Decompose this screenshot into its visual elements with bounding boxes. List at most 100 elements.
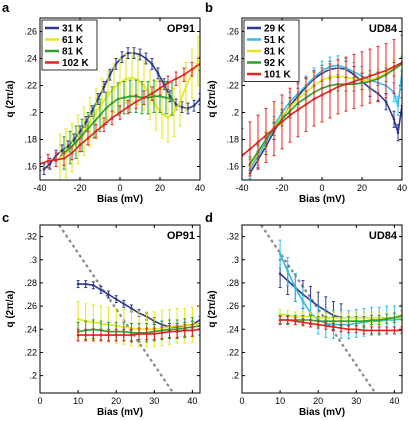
x-tick-label: 40 [389, 396, 399, 406]
data-point [191, 329, 194, 332]
data-point [278, 318, 282, 322]
legend-label: 51 K [264, 35, 286, 46]
data-point [392, 117, 396, 121]
data-point [99, 333, 103, 337]
x-tick-label: 30 [351, 396, 361, 406]
data-point [384, 100, 388, 103]
data-point [174, 103, 178, 106]
data-point [124, 77, 128, 81]
sample-label: UD84 [369, 23, 398, 35]
data-point [100, 101, 104, 105]
data-point [102, 123, 106, 126]
y-tick-label: .22 [24, 81, 37, 91]
panel-b: -40 -20 0 20 40 .16 .18 .2 .22 .24 .26 Bias (mV) q (… [205, 0, 407, 205]
data-point [324, 324, 328, 328]
panel-letter: a [2, 0, 10, 15]
series-5 [242, 35, 402, 180]
sample-label: OP91 [167, 23, 195, 35]
data-point [174, 77, 178, 81]
data-point [92, 120, 96, 124]
y-tick-label: .26 [24, 27, 37, 37]
data-point [152, 332, 156, 336]
data-point [296, 108, 300, 112]
data-point [294, 286, 297, 289]
data-point [96, 97, 100, 101]
y-tick-label: .16 [24, 162, 37, 172]
panel-letter: b [205, 0, 213, 15]
y-tick-label: .2 [231, 371, 239, 381]
data-layer [260, 225, 402, 393]
data-point [78, 130, 82, 133]
y-tick-label: .3 [231, 255, 239, 265]
plot-frame [39, 17, 201, 181]
data-point [316, 323, 320, 326]
data-point [120, 55, 124, 59]
data-point [272, 127, 276, 130]
data-point [178, 100, 182, 103]
y-tick-label: .2 [29, 108, 37, 118]
x-tick-label: 30 [149, 396, 159, 406]
data-point [70, 151, 74, 155]
data-point [175, 330, 179, 333]
data-point [68, 146, 72, 149]
data-point [156, 72, 160, 75]
data-point [377, 329, 381, 332]
legend-label: 81 K [62, 47, 84, 58]
y-tick-label: .2 [29, 371, 37, 381]
y-tick-label: .28 [24, 278, 37, 288]
data-point [301, 300, 305, 303]
data-point [136, 78, 140, 82]
x-axis-label: Bias (mV) [97, 407, 143, 418]
y-tick-label: .18 [226, 135, 239, 145]
data-point [108, 73, 112, 76]
data-point [128, 95, 132, 98]
data-point [130, 307, 133, 310]
legend-label: 92 K [264, 58, 286, 69]
data-point [74, 140, 78, 144]
data-point [354, 319, 358, 323]
data-point [99, 288, 103, 292]
y-tick-label: .26 [226, 301, 239, 311]
data-point [183, 329, 187, 332]
x-tick-label: 20 [111, 396, 121, 406]
data-point [130, 333, 133, 337]
panel-a: -40 -20 0 20 40 .16 .18 .2 .22 .24 .26 Bias (mV) q (… [2, 0, 205, 205]
y-tick-label: .32 [226, 232, 239, 242]
data-point [98, 113, 102, 117]
data-point [107, 293, 110, 296]
data-point [288, 113, 292, 117]
data-point [286, 318, 290, 322]
data-point [132, 51, 136, 55]
series-4 [40, 56, 200, 172]
y-tick-label: .24 [24, 54, 37, 64]
data-point [114, 297, 118, 301]
data-point [362, 329, 366, 332]
data-point [182, 73, 186, 76]
y-tick-label: .32 [24, 232, 37, 242]
data-point [104, 107, 108, 110]
sample-label: OP91 [167, 230, 195, 242]
y-axis-label: q (2π/a) [207, 80, 218, 117]
data-point [320, 93, 324, 97]
data-point [368, 74, 372, 78]
data-point [76, 282, 80, 286]
x-axis-label: Bias (mV) [299, 194, 345, 205]
data-point [90, 109, 94, 113]
data-point [60, 149, 64, 152]
y-axis-label: q (2π/a) [5, 80, 16, 117]
guide-line [260, 225, 377, 393]
data-point [392, 65, 396, 68]
data-point [126, 51, 130, 55]
y-tick-label: .18 [24, 135, 37, 145]
data-point [144, 57, 148, 60]
data-point [122, 96, 126, 99]
data-point [393, 316, 396, 319]
data-point [46, 159, 50, 163]
data-point [170, 97, 174, 101]
data-point [92, 333, 95, 337]
x-tick-label: 10 [73, 396, 83, 406]
legend-label: 31 K [62, 24, 84, 35]
data-point [158, 95, 162, 98]
data-point [370, 329, 373, 332]
data-point [152, 95, 156, 98]
